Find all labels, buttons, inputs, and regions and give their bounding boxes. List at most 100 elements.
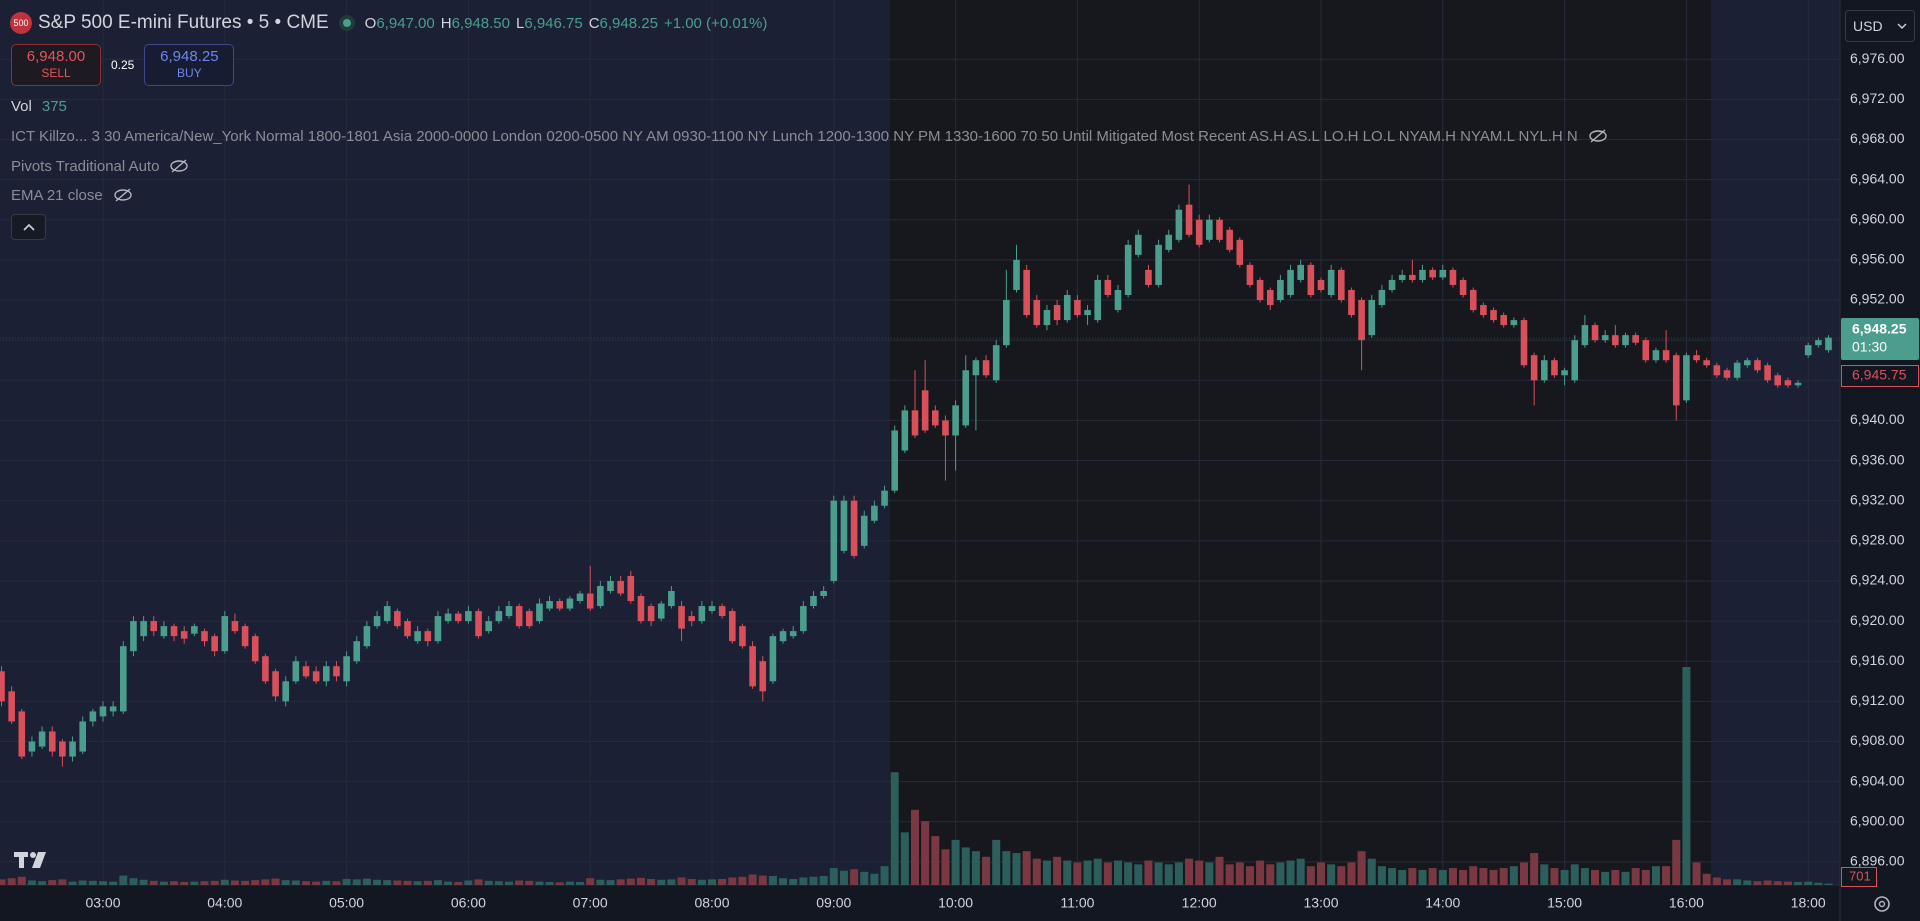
ohlc-l: L6,946.75 — [516, 15, 583, 32]
volume-bar — [1499, 868, 1508, 885]
volume-bar — [1347, 862, 1356, 885]
volume-bar — [230, 880, 239, 885]
x-tick-label: 07:00 — [573, 895, 608, 911]
volume-bar — [7, 878, 16, 885]
volume-bar — [68, 881, 77, 885]
candle-body — [871, 505, 878, 521]
collapse-button[interactable] — [11, 214, 46, 240]
candle-body — [992, 345, 1000, 381]
chevron[interactable] — [22, 223, 35, 231]
candle-body — [1409, 274, 1416, 280]
candle-body — [302, 666, 310, 677]
y-tick-label: 6,912.00 — [1850, 692, 1905, 708]
candle-body — [1449, 269, 1457, 285]
candle-body — [830, 500, 838, 581]
candle-body — [1469, 289, 1477, 311]
candle-body — [1419, 269, 1426, 280]
hidden-eye-icon[interactable] — [113, 187, 133, 203]
chevron-up[interactable] — [22, 223, 35, 231]
volume-bar — [342, 878, 351, 885]
gear-ring[interactable] — [1874, 896, 1890, 912]
indicator-label: Pivots Traditional Auto — [11, 157, 160, 175]
candle-body — [586, 593, 594, 609]
volume-bar — [626, 878, 635, 885]
volume-bar — [839, 870, 848, 885]
arrow[interactable] — [1897, 23, 1907, 29]
hidden-eye-icon[interactable] — [1588, 128, 1608, 144]
candle-body — [962, 370, 970, 426]
candle-body — [739, 626, 746, 647]
volume-bar — [413, 881, 422, 885]
volume-bar — [1712, 877, 1721, 885]
candle-body — [1703, 360, 1710, 366]
ohlc-o: O6,947.00 — [365, 15, 435, 32]
volume-bar — [494, 881, 503, 885]
candle-body — [130, 621, 137, 652]
y-tick-label: 6,896.00 — [1850, 853, 1905, 869]
eye[interactable] — [114, 189, 132, 201]
settings-gear[interactable] — [1874, 896, 1890, 912]
volume-bar — [1032, 858, 1041, 885]
volume-bar — [281, 880, 290, 885]
volume-bar — [941, 849, 950, 885]
x-tick-label: 13:00 — [1303, 895, 1338, 911]
volume-bar — [1723, 879, 1731, 885]
tradingview-logo — [14, 852, 46, 868]
volume-bar — [403, 880, 412, 885]
volume-bar — [505, 881, 513, 885]
volume-bar — [1814, 882, 1823, 885]
eye-strike[interactable] — [115, 188, 131, 202]
volume-bar — [819, 875, 828, 885]
currency-dropdown[interactable]: USD — [1845, 10, 1915, 42]
candle-body — [729, 611, 736, 642]
ohlc-value: 6,948.25 — [599, 14, 658, 32]
volume-bar — [1388, 868, 1397, 885]
eye-strike[interactable] — [171, 159, 187, 173]
volume-bar — [302, 881, 310, 885]
volume-bar — [1276, 862, 1285, 885]
eye[interactable] — [1589, 130, 1607, 142]
candle-body — [1358, 300, 1365, 341]
last-price: 6,948.25 — [1852, 321, 1907, 337]
candle-body — [1084, 310, 1091, 316]
candle-body — [1804, 345, 1812, 356]
volume-bar — [1794, 881, 1803, 885]
candle-body — [8, 691, 15, 722]
eye[interactable] — [170, 160, 189, 172]
y-tick-label: 6,936.00 — [1850, 451, 1905, 467]
candle-body — [262, 656, 269, 682]
market-status[interactable] — [338, 15, 355, 31]
hidden-eye-icon[interactable] — [169, 158, 189, 174]
sell-price: 6,948.00 — [26, 48, 86, 65]
candle-body — [617, 580, 624, 594]
x-tick-label: 04:00 — [207, 895, 242, 911]
candle-body — [1175, 209, 1183, 240]
volume-bar — [890, 772, 899, 885]
eye-strike[interactable] — [1590, 129, 1606, 143]
y-tick-label: 6,928.00 — [1850, 532, 1905, 548]
candle-body — [881, 490, 888, 506]
candle-body — [546, 601, 553, 609]
candle-body — [779, 631, 787, 642]
dropdown-arrow[interactable] — [1897, 23, 1907, 29]
volume-bar — [1053, 856, 1062, 885]
volume-bar — [1134, 864, 1143, 885]
candle-body — [789, 631, 797, 637]
volume-bar — [1286, 860, 1295, 885]
candle-body — [1135, 234, 1142, 255]
currency: USD — [1853, 18, 1883, 34]
buy-button[interactable]: 6,948.25 BUY — [144, 44, 235, 86]
volume-bar — [1266, 864, 1275, 885]
candle-body — [1185, 204, 1193, 235]
candle-body — [759, 661, 767, 692]
y-tick-label: 6,968.00 — [1850, 130, 1905, 146]
candle-body — [1733, 362, 1741, 378]
gear-center[interactable] — [1878, 900, 1886, 908]
candle-body — [140, 621, 147, 637]
indicator-row: Pivots Traditional Auto — [11, 155, 189, 177]
sell-button[interactable]: 6,948.00 SELL — [11, 44, 101, 86]
y-tick-label: 6,964.00 — [1850, 170, 1905, 186]
candle-body — [241, 626, 249, 647]
volume-bar — [433, 880, 442, 885]
